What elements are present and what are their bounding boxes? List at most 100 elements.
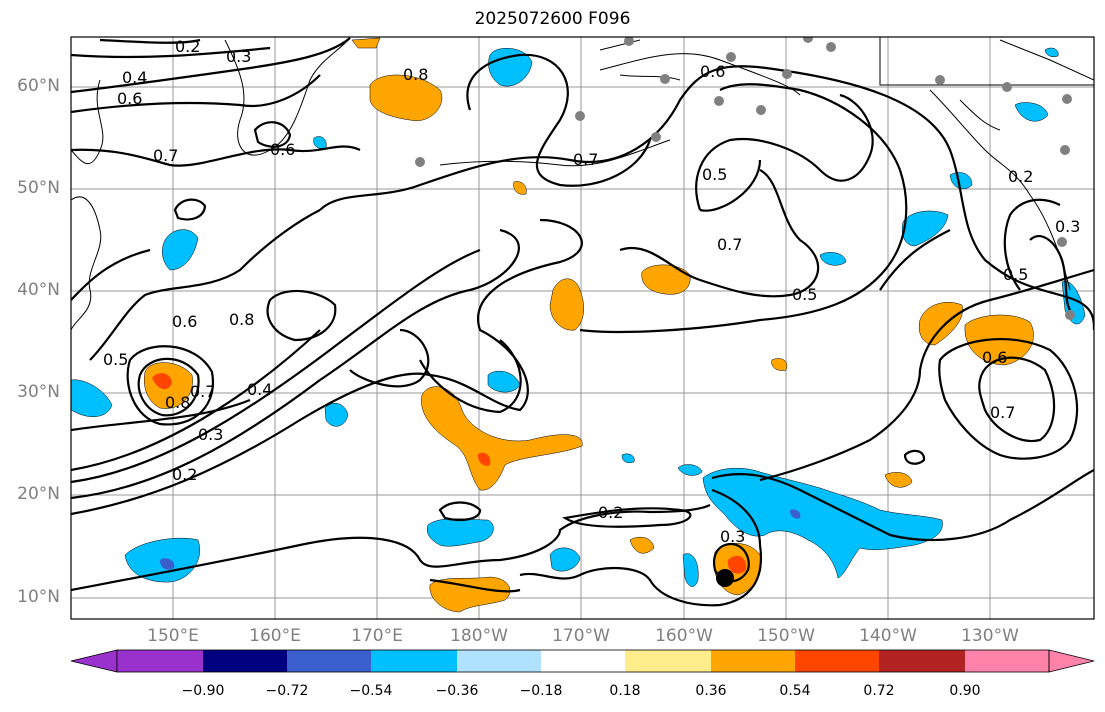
contour-label: 0.7	[573, 150, 598, 169]
cyan-patch	[313, 136, 327, 149]
colorbar-tick: 0.72	[863, 683, 895, 699]
contour-label: 0.2	[598, 503, 623, 522]
cyan-patch	[621, 453, 635, 463]
cyan-patch	[488, 48, 533, 87]
orange-patch	[884, 472, 913, 488]
lat-label: 60°N	[17, 76, 60, 96]
contour-label: 0.3	[720, 527, 745, 546]
orange-patch	[429, 576, 511, 613]
orange-patch	[549, 278, 584, 331]
positive-anomaly-fill	[144, 37, 1034, 613]
colorbar-tick: −0.90	[181, 683, 225, 699]
lat-label: 30°N	[17, 382, 60, 402]
contour-label: 0.4	[122, 68, 147, 87]
lon-label: 130°W	[961, 626, 1019, 646]
colorbar-segment	[457, 650, 541, 672]
cyan-patch	[682, 553, 699, 587]
contour-label: 0.6	[270, 140, 295, 159]
colorbar-segment	[203, 650, 287, 672]
contour-label: 0.7	[190, 382, 215, 401]
colorbar-segment	[541, 650, 625, 672]
contour-label: 0.5	[103, 350, 128, 369]
lon-label: 170°W	[552, 626, 610, 646]
cyan-patch	[901, 210, 949, 247]
station-dots	[415, 37, 1075, 320]
contour-label: 0.6	[982, 348, 1007, 367]
coastlines	[71, 37, 1094, 331]
colorbar-tick: −0.18	[519, 683, 563, 699]
contour-label: 0.6	[700, 62, 725, 81]
cyan-patch	[549, 547, 581, 572]
contour-label: 0.2	[1008, 167, 1033, 186]
contour-label: 0.3	[226, 47, 251, 66]
blue-core	[160, 558, 175, 570]
contour-label: 0.2	[172, 465, 197, 484]
contour-label: 0.6	[172, 312, 197, 331]
lon-label: 180°W	[450, 626, 508, 646]
contour-label: 0.4	[247, 380, 272, 399]
contour-label: 0.5	[792, 285, 817, 304]
lon-label: 160°E	[249, 626, 301, 646]
colorbar-segment	[879, 650, 965, 672]
lon-label: 140°W	[859, 626, 917, 646]
contour-label: 0.8	[403, 65, 428, 84]
orange-patch	[771, 358, 788, 371]
contour-label: 0.8	[229, 310, 254, 329]
orange-patch	[641, 264, 691, 295]
colorbar-segment	[795, 650, 879, 672]
orange-patch	[351, 37, 381, 49]
colorbar-tick: 0.54	[779, 683, 811, 699]
red-core	[727, 555, 747, 574]
colorbar-segment	[287, 650, 371, 672]
contour-label: 0.3	[198, 425, 223, 444]
chart-title: 2025072600 F096	[474, 9, 631, 29]
colorbar	[70, 649, 1095, 673]
colorbar-tick: −0.72	[265, 683, 309, 699]
red-core	[477, 452, 491, 466]
lat-label: 20°N	[17, 484, 60, 504]
contour-label: 0.6	[117, 89, 142, 108]
contour-label: 0.5	[1003, 265, 1028, 284]
lon-label: 150°E	[147, 626, 199, 646]
colorbar-segment	[711, 650, 795, 672]
colorbar-tick: 0.18	[609, 683, 641, 699]
cyan-patch	[1044, 47, 1059, 57]
blue-core	[790, 509, 801, 519]
orange-patch	[629, 536, 655, 554]
cyan-patch	[819, 252, 847, 266]
orange-patch	[421, 386, 583, 491]
lat-label: 10°N	[17, 587, 60, 607]
contour-label: 0.7	[717, 235, 742, 254]
cyan-patch	[1014, 102, 1049, 122]
lon-label: 170°E	[351, 626, 403, 646]
colorbar-extend-high	[1048, 649, 1095, 673]
contour-label: 0.7	[153, 146, 178, 165]
cyan-patch	[324, 403, 349, 427]
colorbar-tick: −0.54	[349, 683, 393, 699]
contour-lines	[71, 37, 1094, 607]
storm-center-marker	[716, 569, 734, 587]
contour-value-labels: 0.2 0.3 0.4 0.6 0.7 0.8 0.6 0.6 0.7 0.5 …	[103, 37, 1080, 546]
colorbar-tick: −0.36	[435, 683, 479, 699]
orange-patch	[919, 302, 963, 346]
contour-label: 0.7	[990, 403, 1015, 422]
colorbar-segment	[965, 650, 1049, 672]
cyan-patch	[426, 518, 494, 547]
cyan-patch	[162, 229, 199, 271]
orange-patch	[513, 181, 527, 195]
contour-label: 0.2	[175, 37, 200, 56]
colorbar-segment	[625, 650, 711, 672]
orange-patch	[369, 74, 442, 122]
lon-label: 160°W	[655, 626, 713, 646]
contour-label: 0.3	[1055, 217, 1080, 236]
red-core	[152, 373, 172, 390]
cyan-patch	[702, 467, 943, 579]
cyan-patch	[677, 464, 703, 476]
cyan-patch	[71, 379, 113, 417]
map-frame	[70, 36, 1095, 620]
cyan-patch	[949, 172, 973, 190]
lat-label: 40°N	[17, 280, 60, 300]
contour-label: 0.8	[165, 393, 190, 412]
colorbar-extend-low	[70, 649, 118, 673]
